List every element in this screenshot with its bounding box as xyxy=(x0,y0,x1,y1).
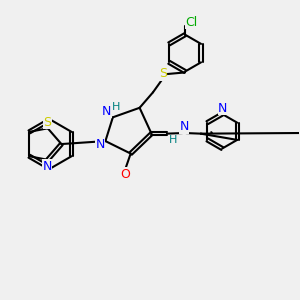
Text: N: N xyxy=(102,105,111,118)
Text: N: N xyxy=(43,160,52,173)
Text: H: H xyxy=(112,102,121,112)
Text: S: S xyxy=(159,68,167,80)
Text: Cl: Cl xyxy=(185,16,198,29)
Text: N: N xyxy=(218,102,227,115)
Text: O: O xyxy=(120,168,130,181)
Text: N: N xyxy=(179,120,189,133)
Text: H: H xyxy=(169,135,178,145)
Text: S: S xyxy=(43,116,51,129)
Text: N: N xyxy=(95,138,105,151)
